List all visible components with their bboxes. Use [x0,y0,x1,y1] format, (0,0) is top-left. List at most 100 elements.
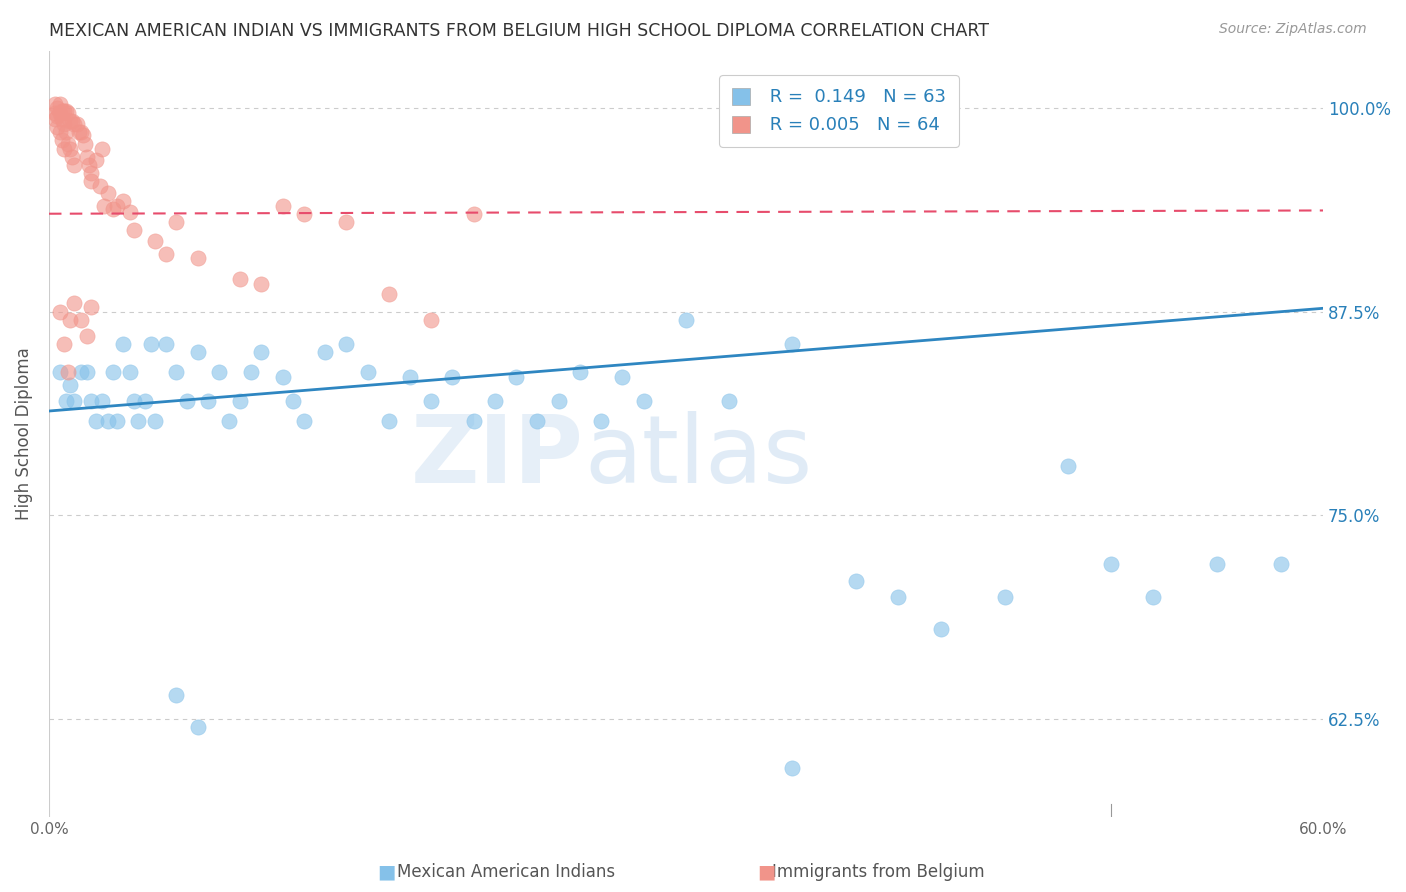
Point [208,365,231,379]
Point [122,394,145,409]
Text: ■: ■ [756,863,776,882]
Point [48,97,70,112]
Point [46,101,69,115]
Point [76,150,98,164]
Point [526,414,548,428]
Point [76,329,98,343]
Point [399,369,422,384]
Point [591,414,613,428]
Text: ■: ■ [377,863,396,882]
Point [69,365,91,379]
Point [48,105,70,120]
Point [112,194,135,208]
Point [105,198,128,212]
Point [56,136,79,151]
Point [60,150,83,164]
Text: Mexican American Indians: Mexican American Indians [396,863,616,881]
Point [484,394,506,409]
Point [229,394,252,409]
Point [197,394,219,409]
Point [89,179,111,194]
Point [633,394,655,409]
Point [51,133,73,147]
Point [118,365,141,379]
Point [780,761,803,775]
Point [187,345,209,359]
Point [48,365,70,379]
Point [84,414,107,428]
Point [377,286,399,301]
Point [46,109,69,123]
Point [84,153,107,167]
Point [56,365,79,379]
Point [356,365,378,379]
Point [59,141,82,155]
Point [283,394,305,409]
Point [314,345,336,359]
Point [55,103,77,118]
Text: Source: ZipAtlas.com: Source: ZipAtlas.com [1219,22,1367,37]
Point [845,574,868,588]
Point [48,125,70,139]
Point [250,277,273,291]
Point [67,125,90,139]
Point [101,365,124,379]
Point [218,414,240,428]
Point [463,414,485,428]
Point [93,198,115,212]
Point [994,590,1017,604]
Point [59,113,82,128]
Point [165,688,187,702]
Point [155,337,177,351]
Point [377,414,399,428]
Point [91,394,114,409]
Point [69,125,91,139]
Point [568,365,591,379]
Point [612,369,634,384]
Point [52,337,75,351]
Point [80,394,103,409]
Point [335,215,357,229]
Y-axis label: High School Diploma: High School Diploma [15,348,32,520]
Point [51,103,73,118]
Point [75,136,97,151]
Point [63,117,86,131]
Point [80,300,103,314]
Point [1057,459,1080,474]
Point [101,202,124,216]
Point [420,312,443,326]
Point [1206,558,1229,572]
Point [547,394,569,409]
Point [134,394,156,409]
Point [55,125,77,139]
Point [165,215,187,229]
Point [97,414,120,428]
Point [105,414,128,428]
Point [112,337,135,351]
Point [44,97,66,112]
Point [292,414,315,428]
Point [127,414,149,428]
Point [52,117,75,131]
Point [463,207,485,221]
Point [46,120,69,135]
Point [143,235,166,249]
Point [59,312,82,326]
Point [717,394,740,409]
Point [143,414,166,428]
Point [165,365,187,379]
Point [441,369,464,384]
Point [187,251,209,265]
Point [271,198,294,212]
Legend:  R =  0.149   N = 63,  R = 0.005   N = 64: R = 0.149 N = 63, R = 0.005 N = 64 [718,75,959,147]
Point [63,394,86,409]
Point [292,207,315,221]
Point [63,158,86,172]
Point [60,113,83,128]
Point [55,394,77,409]
Point [97,186,120,200]
Point [72,128,94,143]
Point [1142,590,1164,604]
Point [56,105,79,120]
Point [52,103,75,118]
